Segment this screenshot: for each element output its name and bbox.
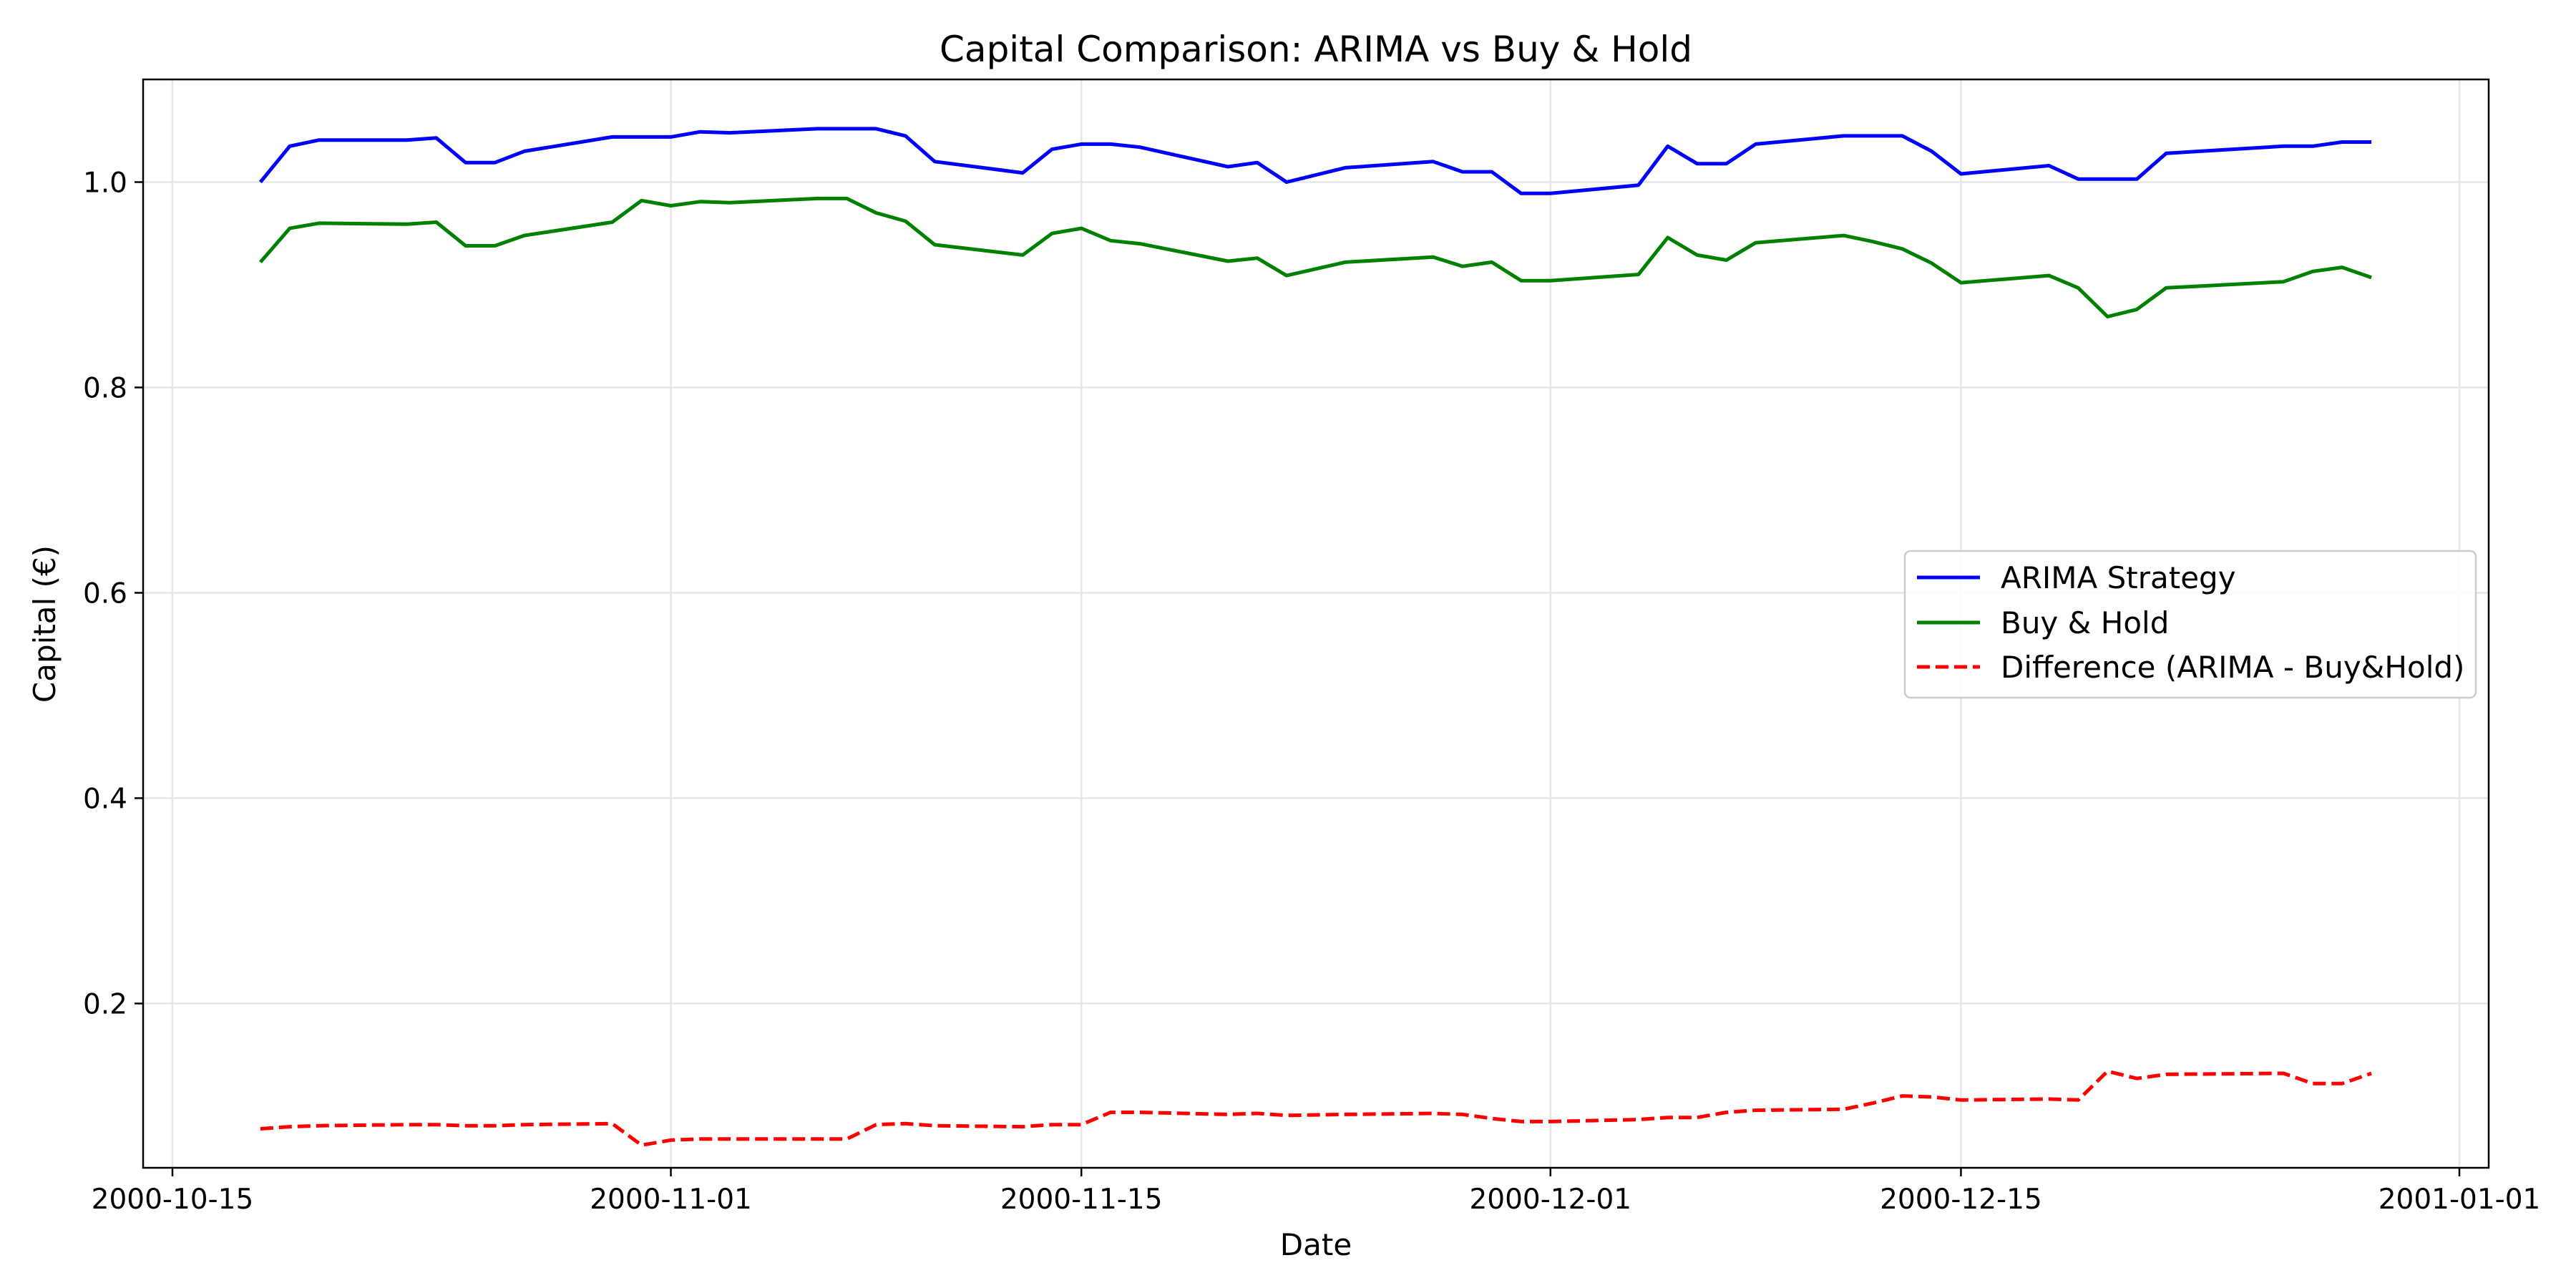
series-lines (258, 127, 2372, 1147)
y-tick-label: 1.0 (83, 167, 127, 199)
y-tick-label: 0.8 (83, 372, 127, 404)
legend: ARIMA Strategy Buy & Hold Difference (AR… (1903, 550, 2477, 699)
x-axis: 2000-10-15 2000-11-01 2000-11-15 2000-12-01… (92, 1168, 2541, 1216)
legend-label-buy-and-hold: Buy & Hold (2001, 605, 2169, 640)
x-tick-label: 2000-11-01 (590, 1184, 752, 1216)
x-tick-label: 2000-11-15 (1000, 1184, 1163, 1216)
y-tick-label: 0.4 (83, 783, 127, 815)
x-tick-label: 2000-12-15 (1880, 1184, 2042, 1216)
series-line-difference-arima-buy-hold (260, 1069, 2372, 1147)
y-tick-label: 0.6 (83, 577, 127, 610)
grid-lines (143, 79, 2489, 1168)
plot-area-frame (142, 78, 2490, 1169)
y-axis: 0.2 0.4 0.6 0.8 1.0 (83, 167, 143, 1020)
x-tick-label: 2000-12-01 (1469, 1184, 1631, 1216)
x-axis-label: Date (1280, 1227, 1352, 1262)
y-axis-label: Capital (€) (27, 545, 62, 703)
x-tick-label: 2000-10-15 (92, 1184, 254, 1216)
chart-title: Capital Comparison: ARIMA vs Buy & Hold (940, 29, 1692, 70)
series-line-arima-strategy (258, 127, 2372, 195)
x-tick-label: 2001-01-01 (2379, 1184, 2541, 1216)
legend-box (1903, 550, 2477, 699)
legend-label-difference: Difference (ARIMA - Buy&Hold) (2001, 650, 2464, 685)
legend-label-arima-strategy: ARIMA Strategy (2001, 560, 2236, 595)
y-tick-label: 0.2 (83, 988, 127, 1020)
series-line-buy-hold (259, 196, 2372, 318)
